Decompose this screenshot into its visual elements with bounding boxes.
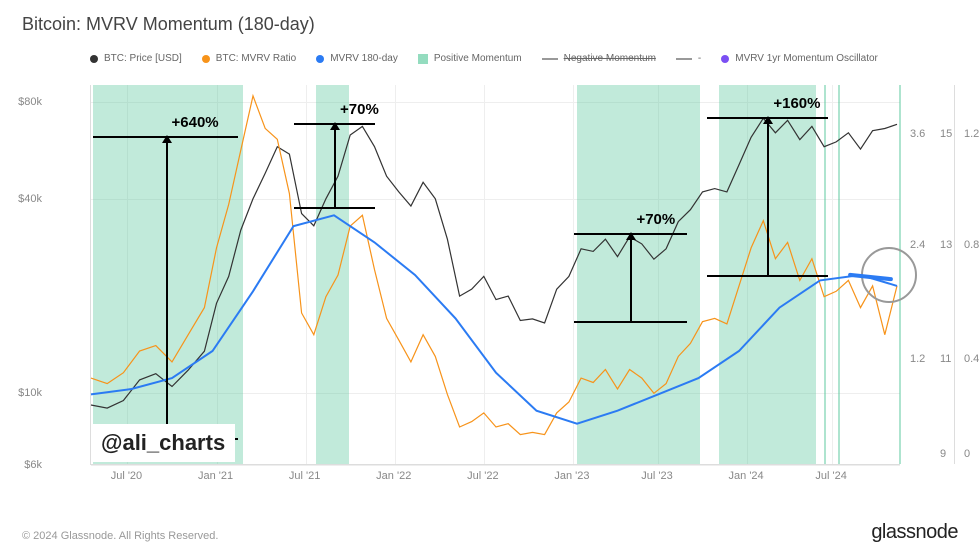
- legend-item: BTC: Price [USD]: [90, 53, 182, 64]
- legend-item: MVRV 180-day: [316, 53, 398, 64]
- chart-title: Bitcoin: MVRV Momentum (180-day): [0, 0, 980, 35]
- legend: BTC: Price [USD] BTC: MVRV Ratio MVRV 180-…: [0, 35, 980, 72]
- annotation-label: +70%: [636, 211, 675, 228]
- chart-plot-area: +640% +70% +70% +160% @ali_charts: [90, 85, 900, 465]
- brand-logo: glassnode: [871, 521, 958, 544]
- annotation-label: +160%: [773, 95, 820, 112]
- copyright-footer: © 2024 Glassnode. All Rights Reserved.: [22, 530, 218, 542]
- legend-item: Positive Momentum: [418, 53, 522, 64]
- series-price: [91, 118, 897, 408]
- annotation-label: +640%: [172, 114, 219, 131]
- legend-item: MVRV 1yr Momentum Oscillator: [721, 53, 878, 64]
- legend-item: -: [676, 53, 701, 64]
- annotation-label: +70%: [340, 101, 379, 118]
- series-mvrv: [91, 96, 897, 435]
- legend-item: BTC: MVRV Ratio: [202, 53, 296, 64]
- legend-item: Negative Momentum: [542, 53, 656, 64]
- watermark: @ali_charts: [91, 424, 235, 462]
